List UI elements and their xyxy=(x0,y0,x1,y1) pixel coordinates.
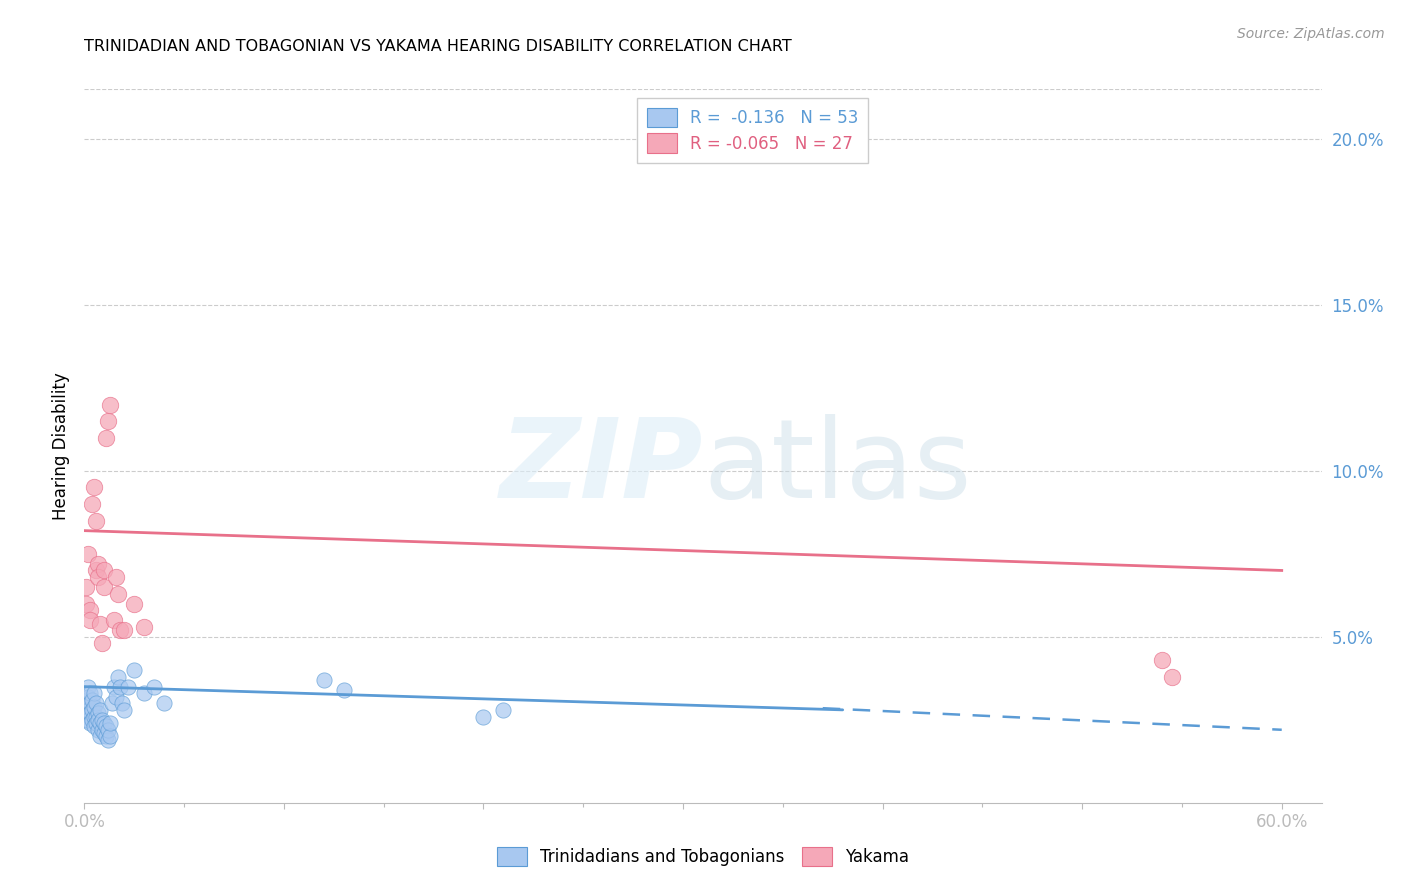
Point xyxy=(79,686,101,700)
Point xyxy=(82,703,104,717)
Point xyxy=(107,670,129,684)
Point xyxy=(79,613,101,627)
Point xyxy=(77,680,100,694)
Y-axis label: Hearing Disability: Hearing Disability xyxy=(52,372,70,520)
Point xyxy=(153,696,176,710)
Point xyxy=(79,603,101,617)
Point xyxy=(83,699,105,714)
Point xyxy=(82,693,104,707)
Point xyxy=(312,673,335,687)
Point xyxy=(98,730,121,744)
Point xyxy=(75,703,97,717)
Point xyxy=(143,680,166,694)
Point xyxy=(77,547,100,561)
Point xyxy=(91,636,114,650)
Point xyxy=(89,616,111,631)
Text: ZIP: ZIP xyxy=(499,414,703,521)
Point xyxy=(82,713,104,727)
Text: Source: ZipAtlas.com: Source: ZipAtlas.com xyxy=(1237,27,1385,41)
Point xyxy=(87,723,110,737)
Point xyxy=(87,570,110,584)
Point xyxy=(1150,653,1173,667)
Point xyxy=(77,713,100,727)
Point xyxy=(103,613,125,627)
Point xyxy=(77,703,100,717)
Point xyxy=(101,696,124,710)
Text: atlas: atlas xyxy=(703,414,972,521)
Point xyxy=(112,703,135,717)
Point xyxy=(75,696,97,710)
Point xyxy=(89,703,111,717)
Point xyxy=(91,713,114,727)
Point xyxy=(83,719,105,733)
Point xyxy=(112,624,135,638)
Point xyxy=(110,680,132,694)
Point xyxy=(86,696,108,710)
Point xyxy=(93,564,115,578)
Point xyxy=(91,723,114,737)
Point xyxy=(103,680,125,694)
Point xyxy=(117,680,139,694)
Point xyxy=(492,703,515,717)
Point xyxy=(122,663,145,677)
Point xyxy=(75,713,97,727)
Point xyxy=(93,580,115,594)
Point xyxy=(98,716,121,731)
Point xyxy=(97,723,120,737)
Point xyxy=(105,570,128,584)
Point xyxy=(93,716,115,731)
Point xyxy=(98,397,121,411)
Point xyxy=(134,620,156,634)
Point xyxy=(83,481,105,495)
Point xyxy=(96,431,118,445)
Point xyxy=(472,709,495,723)
Point xyxy=(105,690,128,704)
Point xyxy=(75,597,97,611)
Point xyxy=(97,414,120,428)
Point xyxy=(79,716,101,731)
Point xyxy=(83,686,105,700)
Point xyxy=(87,706,110,721)
Point xyxy=(86,564,108,578)
Point xyxy=(96,719,118,733)
Point xyxy=(87,557,110,571)
Point xyxy=(75,580,97,594)
Point xyxy=(87,713,110,727)
Point xyxy=(110,624,132,638)
Point xyxy=(111,696,134,710)
Point xyxy=(79,706,101,721)
Text: TRINIDADIAN AND TOBAGONIAN VS YAKAMA HEARING DISABILITY CORRELATION CHART: TRINIDADIAN AND TOBAGONIAN VS YAKAMA HEA… xyxy=(84,38,792,54)
Point xyxy=(86,716,108,731)
Point xyxy=(86,709,108,723)
Point xyxy=(77,690,100,704)
Point xyxy=(89,716,111,731)
Point xyxy=(1161,670,1184,684)
Point xyxy=(86,514,108,528)
Point xyxy=(79,696,101,710)
Point xyxy=(93,726,115,740)
Point xyxy=(333,682,356,697)
Point xyxy=(107,587,129,601)
Point xyxy=(89,730,111,744)
Point xyxy=(134,686,156,700)
Point xyxy=(97,732,120,747)
Legend: Trinidadians and Tobagonians, Yakama: Trinidadians and Tobagonians, Yakama xyxy=(491,840,915,873)
Point xyxy=(96,730,118,744)
Point xyxy=(82,497,104,511)
Point xyxy=(83,709,105,723)
Point xyxy=(122,597,145,611)
